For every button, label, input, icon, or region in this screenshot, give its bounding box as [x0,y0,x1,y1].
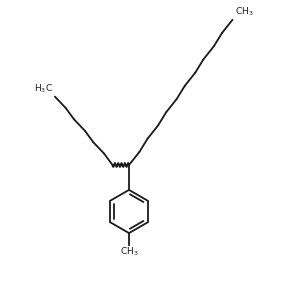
Text: CH$_3$: CH$_3$ [120,246,138,259]
Text: CH$_3$: CH$_3$ [235,6,254,18]
Text: H$_3$C: H$_3$C [34,82,52,95]
